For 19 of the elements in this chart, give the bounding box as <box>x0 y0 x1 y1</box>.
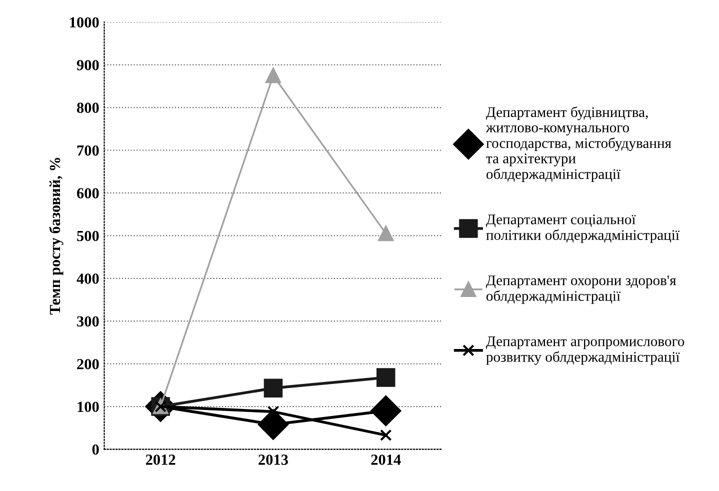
y-tick-label: 100 <box>78 402 99 412</box>
y-tick-label: 700 <box>77 145 99 156</box>
legend-label: Департамент будівництва, житлово-комунального господарства, містобудування та архітектури облдержадміністрації <box>486 106 672 182</box>
y-tick-label: 200 <box>77 358 99 370</box>
y-tick-label: 0 <box>92 444 99 455</box>
y-tick-label: 800 <box>76 102 99 113</box>
legend-label: Департамент охорони здоров'я облдержадміністрації <box>486 276 676 304</box>
y-tick-label: 1000 <box>70 17 99 28</box>
x-tick-label: 2012 <box>146 454 176 465</box>
y-tick-label: 500 <box>77 230 99 242</box>
x-tick-label: 2013 <box>258 454 288 465</box>
legend-label: Департамент агропромислового розвитку облдержадміністрації <box>486 336 684 365</box>
legend-label: Департамент соціальної політики облдержадміністрації <box>486 214 680 243</box>
y-axis-title: Темп росту базовий, % <box>49 158 64 315</box>
y-tick-label: 300 <box>77 316 99 327</box>
y-tick-label: 600 <box>77 188 99 198</box>
y-tick-label: 900 <box>76 60 99 70</box>
y-tick-label: 400 <box>76 274 99 284</box>
x-tick-label: 2014 <box>371 454 401 465</box>
